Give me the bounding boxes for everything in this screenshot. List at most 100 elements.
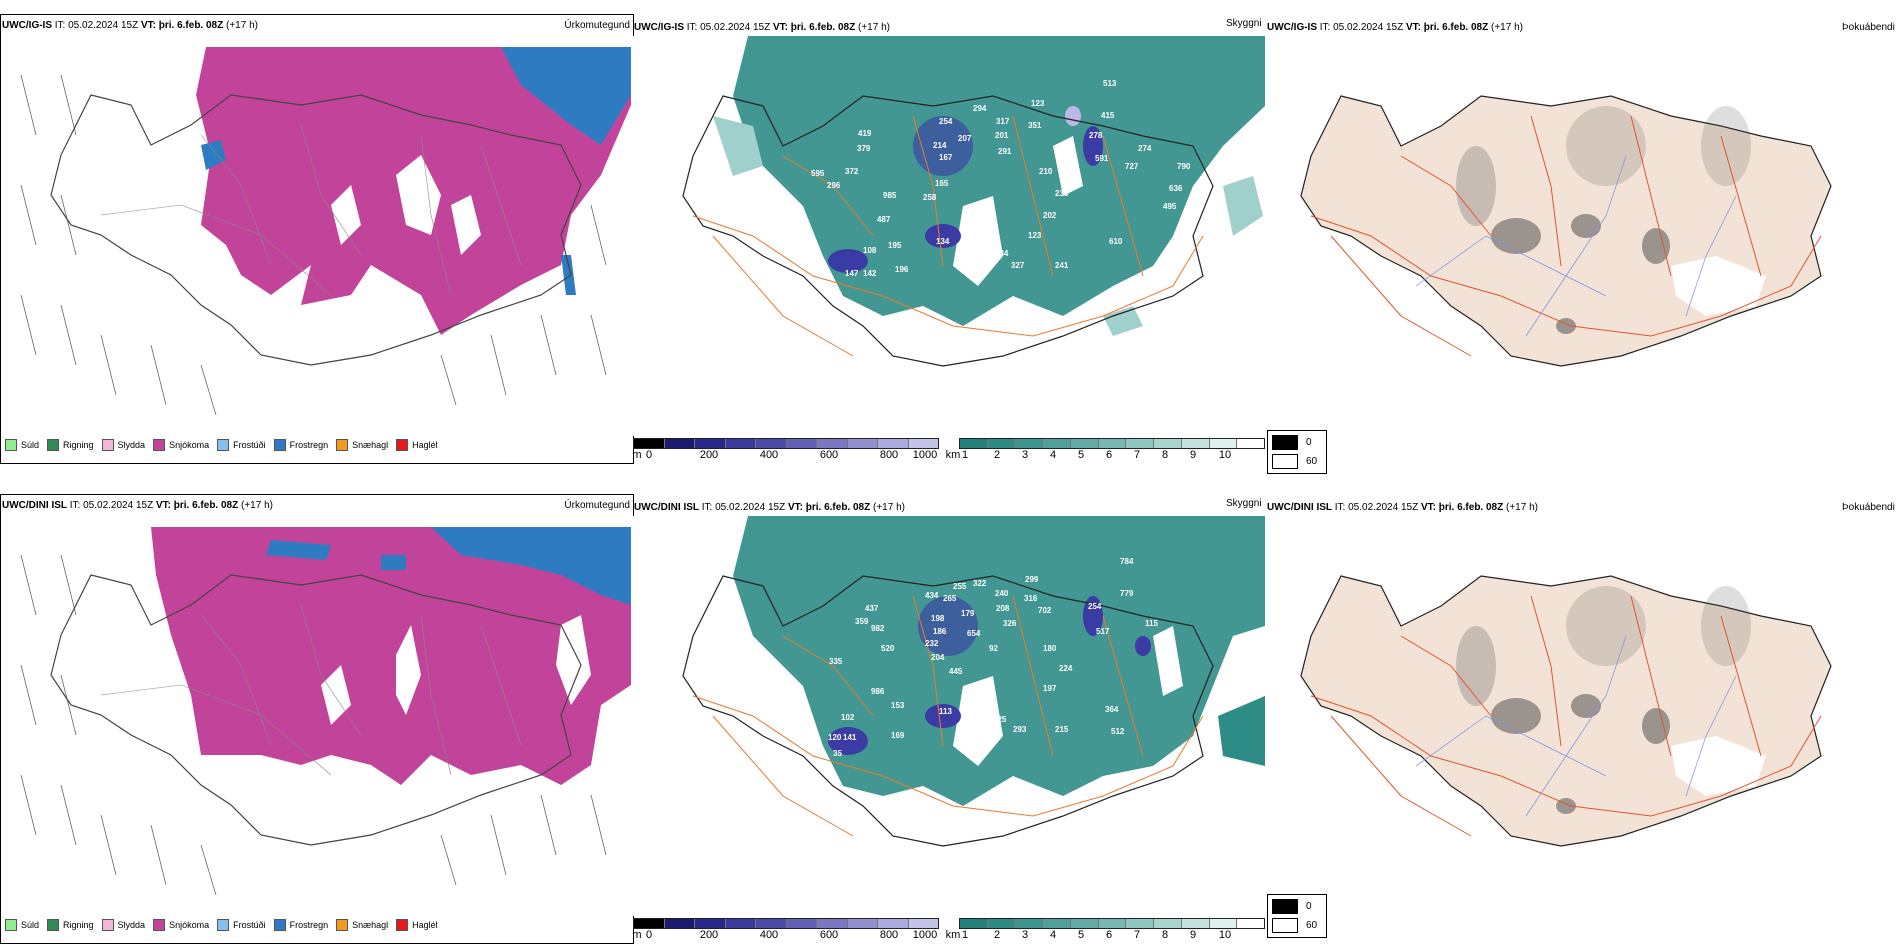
peak-label: 92 xyxy=(989,644,998,653)
tick-label: 600 xyxy=(819,929,839,941)
tick-label: 0 xyxy=(645,449,653,461)
tick-label: 8 xyxy=(1161,449,1169,461)
peak-label: 327 xyxy=(1011,261,1025,270)
panel-header: UWC/IG-IS IT: 05.02.2024 15Z VT: þri. 6.… xyxy=(1267,22,1523,33)
tick-unit: km xyxy=(945,449,961,461)
peak-label: 790 xyxy=(1177,162,1191,171)
peak-label: 167 xyxy=(939,153,953,162)
legend-item: Haglél xyxy=(396,439,438,451)
legend-swatch xyxy=(101,439,114,451)
legend-swatch xyxy=(1272,454,1298,469)
iceland-outline xyxy=(50,94,582,366)
panel-header: UWC/DINI ISL IT: 05.02.2024 15Z VT: þri.… xyxy=(634,502,905,513)
tick-label: 600 xyxy=(819,449,839,461)
peak-label: 326 xyxy=(1003,619,1017,628)
peak-label: 779 xyxy=(1120,589,1134,598)
tick-label: 800 xyxy=(879,449,899,461)
peak-label: 147 xyxy=(845,269,859,278)
iceland-outline xyxy=(682,95,1214,367)
fog-map xyxy=(1266,516,1900,916)
precip-map xyxy=(1,515,631,915)
legend-item: Frostúði xyxy=(217,919,266,931)
peak-label: 364 xyxy=(1105,705,1119,714)
tick-label: 400 xyxy=(759,929,779,941)
tick-label: 7 xyxy=(1133,929,1141,941)
tick-label: 2 xyxy=(993,449,1001,461)
panel-fog-top: UWC/IG-IS IT: 05.02.2024 15Z VT: þri. 6.… xyxy=(1266,14,1900,474)
legend-item: Rigning xyxy=(47,919,94,931)
road-network xyxy=(1310,115,1822,357)
peak-label: 134 xyxy=(936,237,950,246)
legend-swatch xyxy=(396,439,409,451)
peak-label: 123 xyxy=(1031,99,1045,108)
panel-fog-bottom: UWC/DINI ISL IT: 05.02.2024 15Z VT: þri.… xyxy=(1266,494,1900,942)
panel-header: UWC/DINI ISL IT: 05.02.2024 15Z VT: þri.… xyxy=(2,500,273,511)
panel-visibility-top: UWC/IG-IS IT: 05.02.2024 15Z VT: þri. 6.… xyxy=(632,14,1265,463)
peak-label: 419 xyxy=(858,129,872,138)
tick-label: 800 xyxy=(879,929,899,941)
iceland-outline xyxy=(682,575,1214,847)
peak-label: 215 xyxy=(1055,725,1069,734)
peak-label: 591 xyxy=(1095,154,1109,163)
peak-label: 108 xyxy=(863,246,877,255)
panel-title: Þokuábendi xyxy=(1842,22,1895,33)
peak-label: 169 xyxy=(891,731,905,740)
legend-swatch xyxy=(1272,899,1298,914)
peak-label: 204 xyxy=(931,653,945,662)
peak-label: 141 xyxy=(843,733,857,742)
peak-label: 232 xyxy=(925,639,939,648)
legend-item: Slydda xyxy=(101,439,145,451)
panel-title: Þokuábendi xyxy=(1842,502,1895,513)
peak-label: 208 xyxy=(996,604,1010,613)
peak-label: 322 xyxy=(973,579,987,588)
peak-label: 291 xyxy=(998,147,1012,156)
tick-label: 3 xyxy=(1021,929,1029,941)
peak-label: 258 xyxy=(923,193,937,202)
visibility-map: 784 299 322 255 240 779 434 265 316 437 … xyxy=(633,516,1265,916)
legend-item: Frostregn xyxy=(273,439,328,451)
visibility-peaks: 513 294 123 415 419 254 317 379 207 201 … xyxy=(811,79,1191,278)
peak-label: 197 xyxy=(1043,684,1057,693)
panel-title: Skyggni xyxy=(1226,18,1262,29)
panel-title: Úrkomutegund xyxy=(564,500,630,511)
visibility-peaks: 784 299 322 255 240 779 434 265 316 437 … xyxy=(828,557,1158,758)
peak-label: 985 xyxy=(883,191,897,200)
road-network xyxy=(692,115,1204,357)
tick-label: 400 xyxy=(759,449,779,461)
peak-label: 201 xyxy=(995,131,1009,140)
low-visibility-region xyxy=(733,516,1265,806)
colorbar-swatches xyxy=(959,438,1265,449)
low-visibility-region xyxy=(733,36,1265,326)
tick-label: 10 xyxy=(1218,449,1232,461)
peak-label: 379 xyxy=(857,144,871,153)
legend-swatch xyxy=(47,919,60,931)
tick-label: 1000 xyxy=(912,449,938,461)
peak-label: 35 xyxy=(833,749,842,758)
visibility-colorbar: km 1 2 3 4 5 6 7 8 9 10 xyxy=(946,918,1265,943)
panel-visibility-bottom: UWC/DINI ISL IT: 05.02.2024 15Z VT: þri.… xyxy=(632,494,1265,943)
legend-swatch xyxy=(101,919,114,931)
peak-label: 437 xyxy=(865,604,879,613)
peak-label: 487 xyxy=(877,215,891,224)
peak-label: 372 xyxy=(845,167,859,176)
tick-label: 6 xyxy=(1105,929,1113,941)
elevation-colorbar: m 0 200 400 600 800 1000 xyxy=(632,438,939,463)
peak-label: 702 xyxy=(1038,606,1052,615)
peak-label: 517 xyxy=(1096,627,1110,636)
freezing-rain-region xyxy=(501,47,631,145)
legend-swatch xyxy=(217,919,230,931)
tick-label: 0 xyxy=(645,929,653,941)
tick-label: 5 xyxy=(1077,449,1085,461)
peak-label: 654 xyxy=(967,629,981,638)
peak-label: 102 xyxy=(841,713,855,722)
iceland-outline xyxy=(50,574,582,846)
peak-label: 254 xyxy=(939,117,953,126)
legend-swatch xyxy=(5,919,17,931)
tick-label: 8 xyxy=(1161,929,1169,941)
legend-swatch xyxy=(1272,918,1298,933)
legend-item: Súld xyxy=(5,919,39,931)
tick-label: 6 xyxy=(1105,449,1113,461)
tick-label: 9 xyxy=(1189,449,1197,461)
wind-barbs xyxy=(20,74,607,416)
peak-label: 784 xyxy=(1120,557,1134,566)
